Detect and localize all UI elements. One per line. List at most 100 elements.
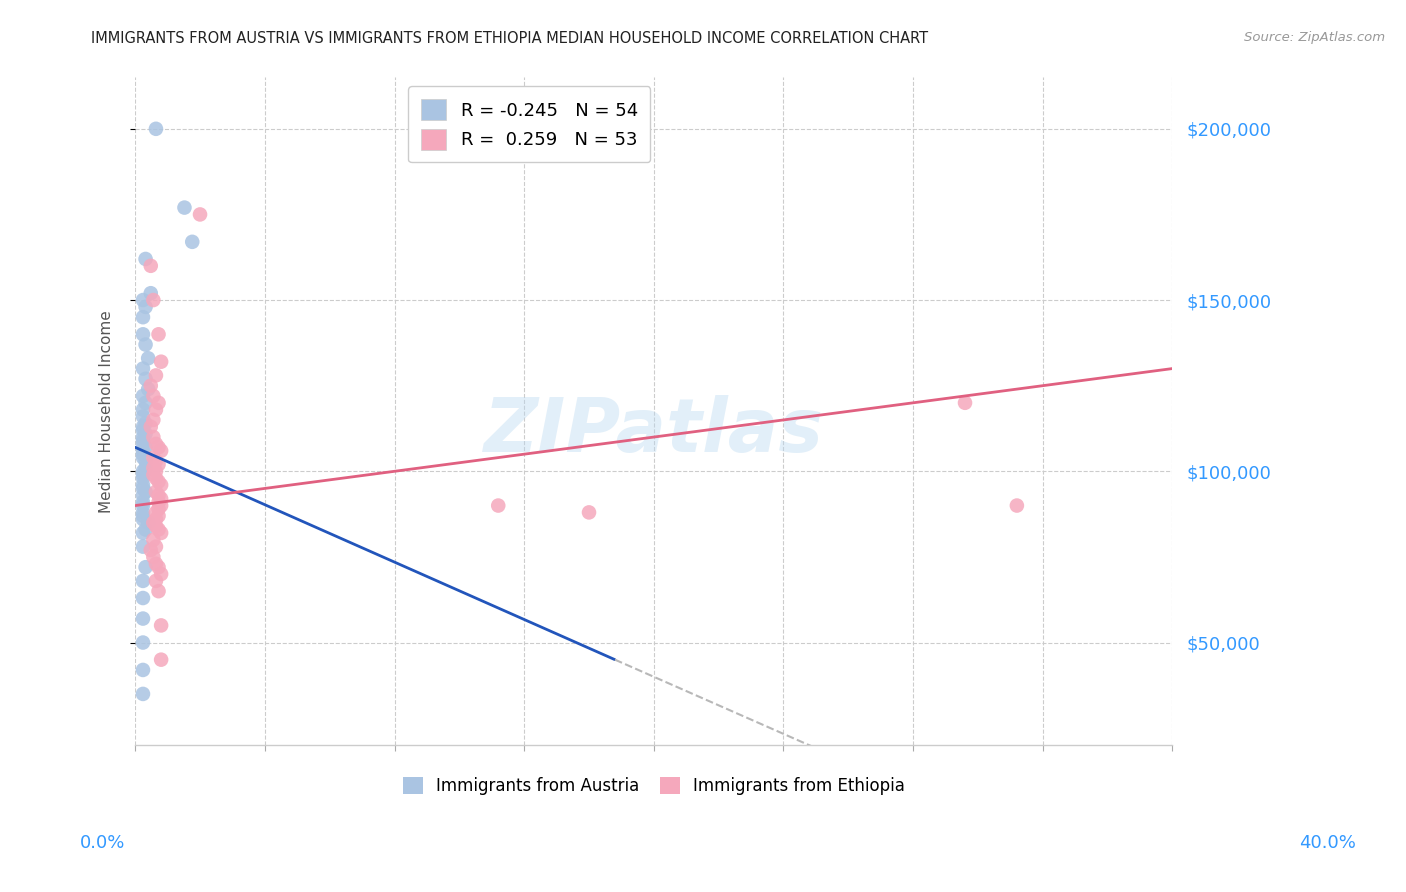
Point xyxy=(132,663,155,677)
Point xyxy=(148,560,170,574)
Point xyxy=(132,508,155,523)
Point xyxy=(135,523,157,537)
Point xyxy=(132,467,155,482)
Point xyxy=(132,443,155,458)
Point xyxy=(132,574,155,588)
Point xyxy=(145,464,167,478)
Text: IMMIGRANTS FROM AUSTRIA VS IMMIGRANTS FROM ETHIOPIA MEDIAN HOUSEHOLD INCOME CORR: IMMIGRANTS FROM AUSTRIA VS IMMIGRANTS FR… xyxy=(91,31,928,46)
Point xyxy=(148,508,170,523)
Point xyxy=(145,505,167,519)
Point xyxy=(150,525,173,540)
Point xyxy=(173,201,195,215)
Point xyxy=(145,368,167,383)
Text: Source: ZipAtlas.com: Source: ZipAtlas.com xyxy=(1244,31,1385,45)
Point xyxy=(132,447,155,461)
Point xyxy=(145,484,167,499)
Point xyxy=(135,252,157,266)
Point xyxy=(132,591,155,605)
Point xyxy=(150,567,173,582)
Point xyxy=(132,635,155,649)
Point xyxy=(145,121,167,136)
Point xyxy=(145,402,167,417)
Point xyxy=(145,454,167,468)
Point xyxy=(150,478,173,492)
Point xyxy=(135,337,157,351)
Point xyxy=(150,443,173,458)
Point xyxy=(132,471,155,485)
Point xyxy=(142,413,165,427)
Point xyxy=(145,540,167,554)
Point xyxy=(150,499,173,513)
Point xyxy=(132,495,155,509)
Point xyxy=(145,512,167,526)
Point xyxy=(139,259,162,273)
Point xyxy=(135,484,157,499)
Point xyxy=(148,488,170,502)
Point xyxy=(136,382,159,396)
Point xyxy=(142,430,165,444)
Point xyxy=(142,516,165,530)
Point xyxy=(132,437,155,451)
Point xyxy=(135,454,157,468)
Point xyxy=(135,426,157,441)
Point xyxy=(132,293,155,307)
Point xyxy=(148,327,170,342)
Point xyxy=(142,467,165,482)
Text: 0.0%: 0.0% xyxy=(80,834,125,852)
Point xyxy=(145,471,167,485)
Point xyxy=(132,434,155,448)
Point xyxy=(148,458,170,472)
Point xyxy=(132,389,155,403)
Point xyxy=(132,409,155,424)
Point xyxy=(135,372,157,386)
Point xyxy=(148,495,170,509)
Point xyxy=(150,491,173,506)
Point xyxy=(136,516,159,530)
Point xyxy=(142,461,165,475)
Point xyxy=(150,618,173,632)
Point xyxy=(132,423,155,437)
Point xyxy=(148,440,170,454)
Point xyxy=(142,450,165,465)
Point xyxy=(132,488,155,502)
Point xyxy=(132,402,155,417)
Point xyxy=(142,389,165,403)
Text: ZIPatlas: ZIPatlas xyxy=(484,395,824,468)
Point xyxy=(132,430,155,444)
Point xyxy=(578,505,600,519)
Y-axis label: Median Household Income: Median Household Income xyxy=(100,310,114,513)
Point xyxy=(142,549,165,564)
Text: 40.0%: 40.0% xyxy=(1299,834,1355,852)
Point xyxy=(139,286,162,301)
Point xyxy=(132,327,155,342)
Point xyxy=(135,396,157,410)
Point xyxy=(188,207,211,221)
Point xyxy=(142,293,165,307)
Point xyxy=(148,396,170,410)
Point xyxy=(135,560,157,574)
Point xyxy=(145,574,167,588)
Point xyxy=(132,361,155,376)
Point xyxy=(150,354,173,368)
Point xyxy=(132,450,155,465)
Point xyxy=(132,505,155,519)
Point xyxy=(139,378,162,392)
Point xyxy=(181,235,204,249)
Point xyxy=(135,440,157,454)
Legend: Immigrants from Austria, Immigrants from Ethiopia: Immigrants from Austria, Immigrants from… xyxy=(395,769,912,804)
Point xyxy=(132,512,155,526)
Point xyxy=(132,611,155,625)
Point xyxy=(132,499,155,513)
Point xyxy=(132,540,155,554)
Point xyxy=(132,525,155,540)
Point xyxy=(139,543,162,558)
Point xyxy=(148,502,170,516)
Point xyxy=(132,310,155,325)
Point xyxy=(145,519,167,533)
Point xyxy=(135,300,157,314)
Point xyxy=(148,475,170,489)
Point xyxy=(135,461,157,475)
Point xyxy=(142,533,165,547)
Point xyxy=(132,687,155,701)
Point xyxy=(953,396,976,410)
